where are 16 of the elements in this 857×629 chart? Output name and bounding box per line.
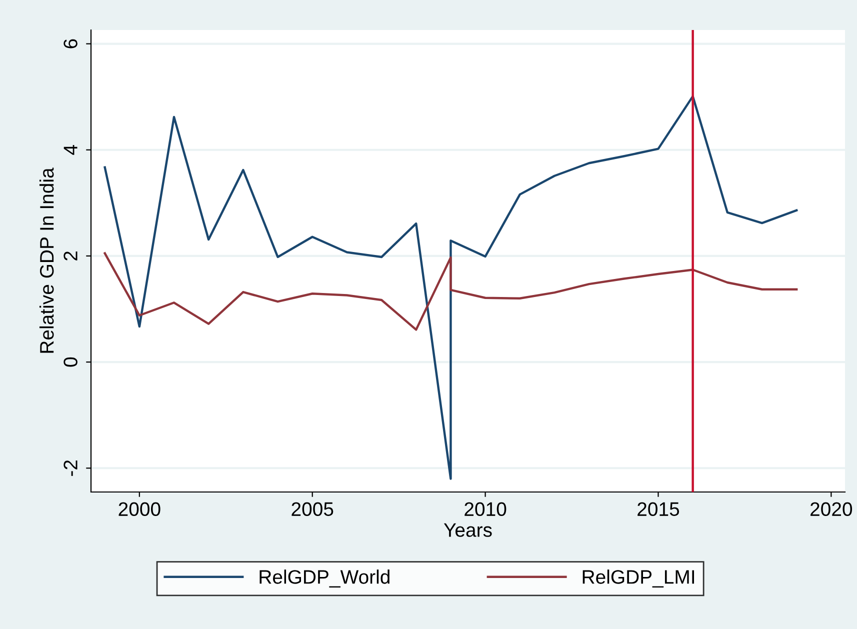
y-tick-label: -2 [64, 460, 78, 476]
line-series [104, 252, 798, 331]
y-tick-label: 6 [64, 39, 78, 48]
x-axis-title: Years [444, 523, 492, 537]
legend-label: RelGDP_World [260, 570, 390, 588]
x-tick-label: 2005 [292, 502, 334, 516]
x-tick-label: 2010 [464, 502, 506, 516]
y-tick-label: 4 [64, 145, 78, 155]
y-axis-title: Relative GDP In India [39, 168, 54, 353]
legend-label: RelGDP_LMI [582, 570, 694, 588]
x-tick-label: 2015 [638, 502, 680, 516]
line-series [104, 95, 798, 480]
y-tick-label: 0 [64, 357, 78, 367]
x-tick-label: 2020 [810, 502, 852, 516]
y-tick-label: 2 [64, 252, 78, 260]
x-tick-label: 2000 [118, 502, 160, 516]
